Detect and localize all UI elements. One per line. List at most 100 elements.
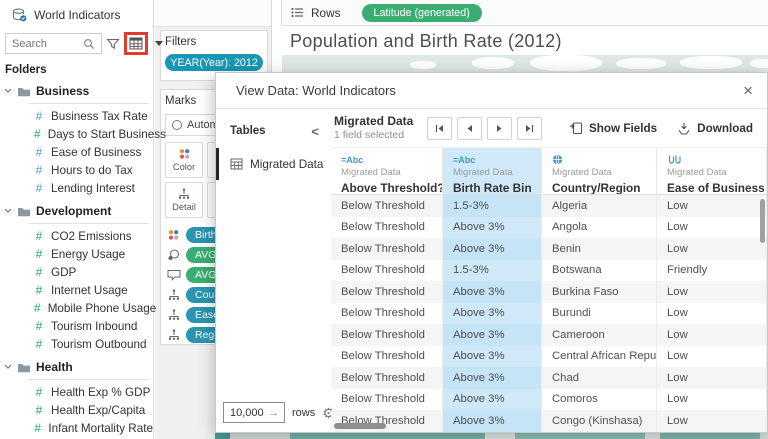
- folder-development[interactable]: Development: [0, 197, 153, 221]
- calculated-string-field-icon: =Abc: [341, 154, 364, 165]
- filters-title: Filters: [165, 36, 197, 48]
- detail-button[interactable]: Detail: [165, 182, 203, 218]
- marks-title: Marks: [165, 95, 197, 107]
- folder-health[interactable]: Health: [0, 353, 153, 377]
- field-hours-to-do-tax[interactable]: # Hours to do Tax: [35, 163, 133, 177]
- map-view: [282, 55, 768, 72]
- table-row: Below Threshold Above 3% Burundi Low: [331, 302, 767, 324]
- field-tourism-outbound[interactable]: # Tourism Outbound: [35, 337, 147, 351]
- column-header-birth-rate-bin[interactable]: =Abc Migrated Data Birth Rate Bin: [443, 147, 542, 195]
- download-button[interactable]: Download: [677, 122, 753, 135]
- search-input[interactable]: [6, 37, 80, 50]
- chevron-down-icon: [4, 364, 12, 369]
- number-field-icon: #: [35, 163, 43, 177]
- folder-name: Business: [36, 84, 90, 98]
- number-field-icon: #: [35, 247, 43, 261]
- map-landmass: [680, 56, 742, 69]
- data-pane-menu-caret-icon[interactable]: [150, 35, 168, 53]
- tables-panel: Tables < Migrated Data 10,000 → rows ⚙: [216, 109, 335, 432]
- previous-page-icon: [467, 124, 473, 132]
- next-page-button[interactable]: [487, 116, 513, 140]
- number-field-icon: #: [34, 127, 41, 141]
- folder-icon: [18, 363, 30, 372]
- table-row: Below Threshold Above 3% Burkina Faso Low: [331, 281, 767, 303]
- table-row: Below Threshold Above 3% Central African R…: [331, 345, 767, 367]
- table-row: Below Threshold Above 3% Comoros Low: [331, 388, 767, 410]
- number-field-icon: #: [35, 181, 43, 195]
- table-header-row: =Abc Migrated Data Above Threshold? =Abc…: [331, 147, 767, 195]
- filter-pill-year[interactable]: YEAR(Year): 2012: [165, 54, 263, 71]
- cards-column-top: [155, 0, 271, 27]
- detail-tree-icon: [165, 309, 182, 321]
- column-header-above-threshold[interactable]: =Abc Migrated Data Above Threshold?: [331, 147, 443, 195]
- show-fields-icon: [569, 122, 583, 135]
- data-table-area: Migrated Data 1 field selected Show Fiel…: [331, 109, 767, 432]
- field-internet-usage[interactable]: # Internet Usage: [35, 283, 128, 297]
- search-input-wrap: [5, 33, 102, 54]
- table-row: Below Threshold Above 3% Chad Low: [331, 367, 767, 389]
- column-header-country-region[interactable]: Migrated Data Country/Region: [542, 147, 657, 195]
- next-page-icon: [497, 124, 502, 132]
- table-row: Below Threshold 1.5-3% Botswana Friendly: [331, 259, 767, 281]
- tables-panel-header: Tables <: [230, 123, 319, 139]
- field-mobile-phone-usage[interactable]: # Mobile Phone Usage: [34, 301, 157, 315]
- number-field-icon: #: [34, 421, 42, 435]
- divider: [28, 379, 149, 380]
- field-co2-emissions[interactable]: # CO2 Emissions: [35, 229, 132, 243]
- table-row: Below Threshold Above 3% Angola Low: [331, 216, 767, 238]
- data-table-toolbar: Migrated Data 1 field selected Show Fiel…: [331, 109, 767, 147]
- toolbar-actions: Show Fields Download: [569, 121, 753, 135]
- first-page-button[interactable]: [427, 116, 453, 140]
- field-health-exp-capita[interactable]: # Health Exp/Capita: [35, 403, 146, 417]
- vertical-scrollbar-thumb[interactable]: [760, 199, 765, 243]
- circle-mark-icon: [172, 120, 182, 130]
- number-field-icon: #: [35, 319, 43, 333]
- field-tourism-inbound[interactable]: # Tourism Inbound: [35, 319, 138, 333]
- rows-shelf: Rows Latitude (generated): [281, 0, 768, 26]
- tables-panel-item-migrated-data[interactable]: Migrated Data: [216, 148, 331, 180]
- field-health-exp-gdp[interactable]: # Health Exp % GDP: [35, 385, 151, 399]
- field-business-tax-rate[interactable]: # Business Tax Rate: [35, 109, 148, 123]
- table-grid-icon: [230, 158, 243, 170]
- chevron-down-icon: [4, 88, 12, 93]
- number-field-icon: #: [35, 283, 43, 297]
- last-page-icon: [526, 124, 534, 132]
- field-energy-usage[interactable]: # Energy Usage: [35, 247, 126, 261]
- filter-funnel-icon[interactable]: [104, 35, 122, 53]
- folders-section-label: Folders: [5, 64, 47, 76]
- folder-business[interactable]: Business: [0, 77, 153, 101]
- number-field-icon: #: [34, 301, 41, 315]
- previous-page-button[interactable]: [457, 116, 483, 140]
- collapse-panel-icon[interactable]: <: [311, 123, 319, 139]
- view-data-grid-icon[interactable]: [127, 35, 145, 53]
- field-infant-mortality-rate[interactable]: # Infant Mortality Rate: [34, 421, 153, 435]
- horizontal-scrollbar-thumb[interactable]: [334, 423, 386, 429]
- row-count-input[interactable]: 10,000 →: [223, 402, 285, 423]
- color-button[interactable]: Color: [165, 142, 203, 178]
- field-lending-interest[interactable]: # Lending Interest: [35, 181, 135, 195]
- divider: [28, 223, 149, 224]
- chevron-down-icon: [4, 208, 12, 213]
- column-header-ease-of-business[interactable]: Migrated Data Ease of Business (clust: [657, 147, 767, 195]
- field-days-to-start-business[interactable]: # Days to Start Business: [34, 127, 166, 141]
- table-name: Migrated Data: [334, 114, 414, 129]
- map-landmass: [750, 59, 768, 68]
- table-row: Below Threshold Above 3% Cameroon Low: [331, 324, 767, 346]
- number-field-icon: #: [35, 385, 43, 399]
- table-row: Below Threshold 1.5-3% Algeria Low: [331, 195, 767, 217]
- show-fields-button[interactable]: Show Fields: [569, 121, 657, 135]
- datasource-header[interactable]: World Indicators: [0, 0, 153, 28]
- dialog-header: View Data: World Indicators ×: [216, 73, 767, 109]
- last-page-button[interactable]: [517, 116, 543, 140]
- number-field-icon: #: [35, 109, 43, 123]
- close-icon[interactable]: ×: [743, 81, 753, 100]
- field-ease-of-business[interactable]: # Ease of Business: [35, 145, 142, 159]
- data-pane: World Indicators Folders: [0, 0, 166, 439]
- rows-shelf-icon: [291, 7, 303, 18]
- folder-name: Health: [36, 360, 73, 374]
- field-gdp[interactable]: # GDP: [35, 265, 77, 279]
- map-visible-strip: [215, 432, 768, 439]
- pill-latitude-generated[interactable]: Latitude (generated): [361, 3, 482, 22]
- view-data-dialog: View Data: World Indicators × Tables < M…: [215, 72, 768, 433]
